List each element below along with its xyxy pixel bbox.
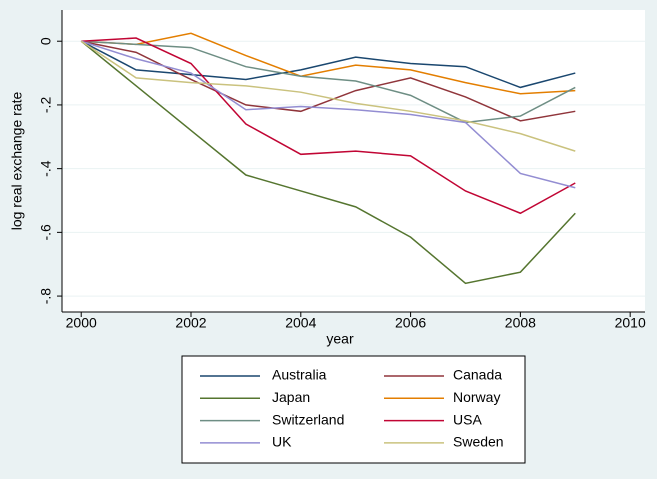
legend-label: Switzerland	[272, 411, 344, 427]
y-tick-label: -.2	[38, 97, 54, 114]
legend-label: Australia	[272, 367, 327, 383]
y-tick-label: -.6	[38, 224, 54, 241]
legend	[181, 355, 526, 464]
legend-label: Sweden	[453, 434, 504, 450]
legend-label: USA	[453, 411, 482, 427]
series-line	[80, 40, 576, 152]
series-line	[80, 40, 576, 285]
legend-label: Canada	[453, 367, 502, 383]
y-axis-title: log real exchange rate	[9, 92, 25, 231]
y-tick-label: -.4	[38, 160, 54, 177]
x-tick-label: 2006	[395, 315, 426, 331]
x-tick-label: 2010	[615, 315, 646, 331]
x-tick-label: 2008	[505, 315, 536, 331]
series-line	[80, 40, 576, 89]
x-tick-label: 2000	[66, 315, 97, 331]
series-line	[81, 32, 576, 95]
y-tick-label: 0	[38, 37, 54, 45]
x-axis-title: year	[326, 331, 354, 347]
series-line	[81, 37, 576, 215]
x-tick-label: 2004	[285, 315, 316, 331]
legend-label: Norway	[453, 389, 500, 405]
legend-label: UK	[272, 434, 292, 450]
y-tick-label: -.8	[38, 288, 54, 305]
series-line	[80, 40, 576, 189]
plot-area	[62, 10, 645, 312]
legend-label: Japan	[272, 389, 310, 405]
series-line	[81, 40, 576, 124]
x-tick-label: 2002	[175, 315, 206, 331]
